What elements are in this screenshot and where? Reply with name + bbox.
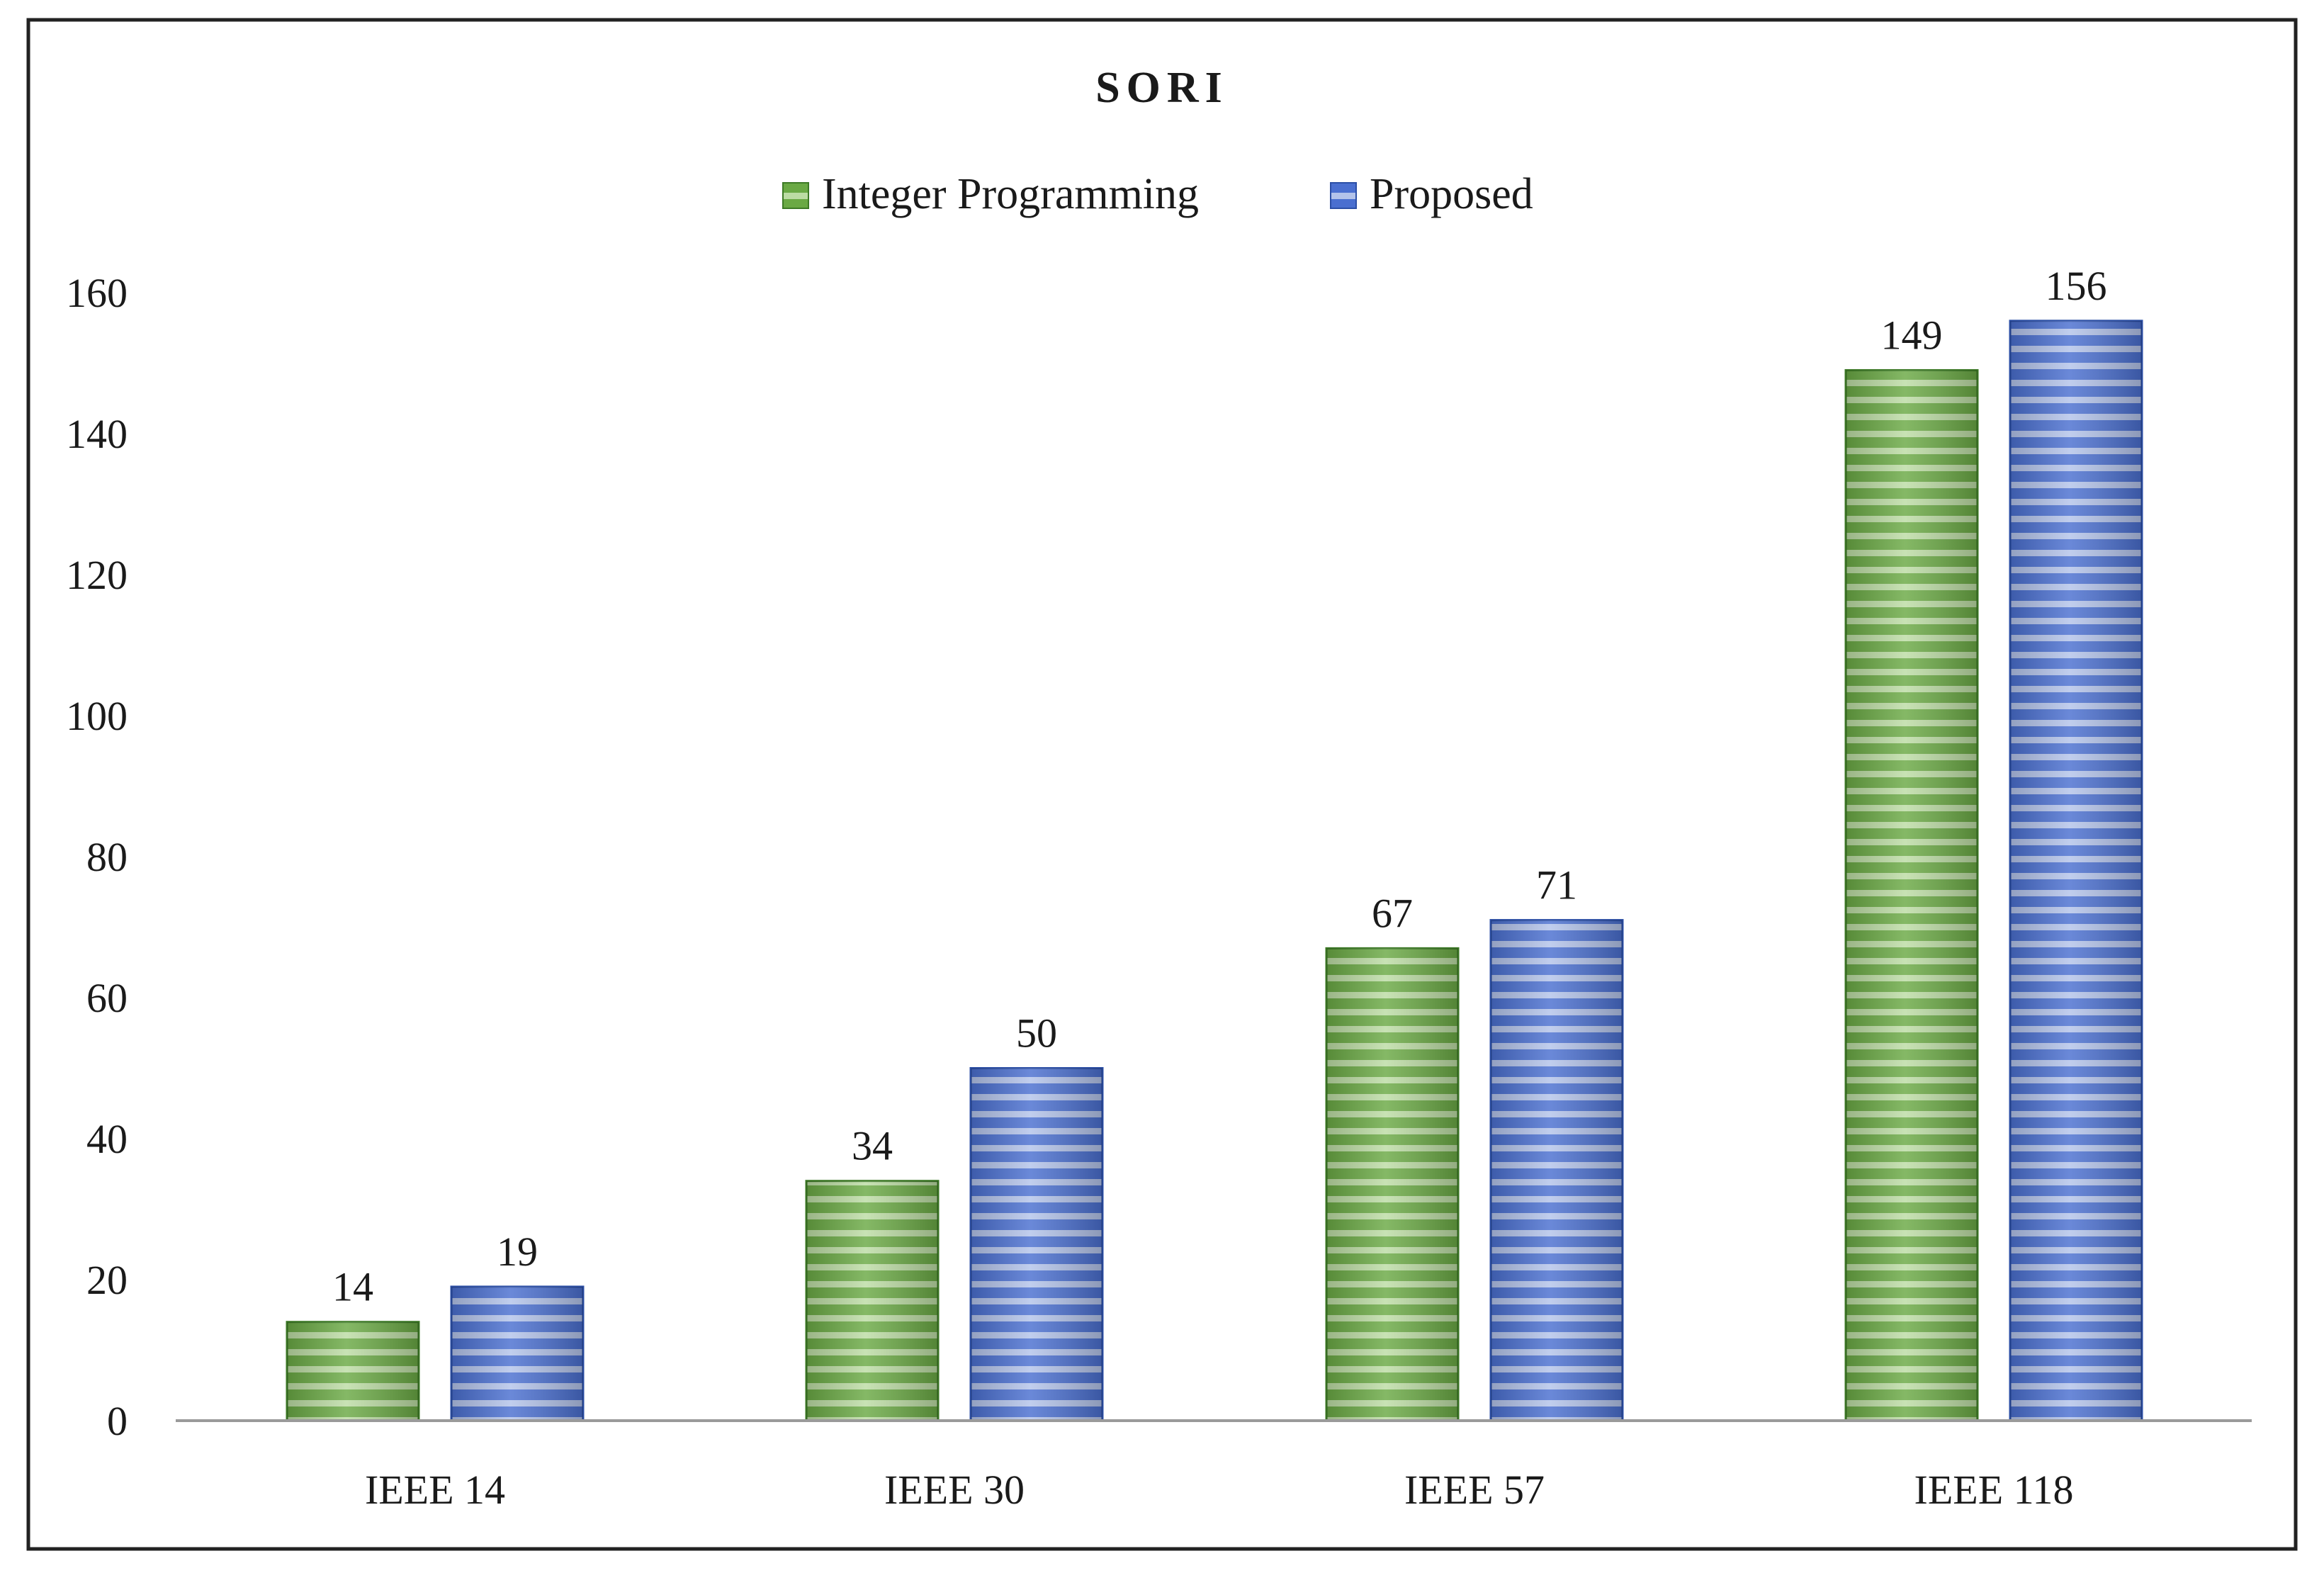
bar-integer-programming-ieee-14-shade xyxy=(287,1321,419,1421)
data-labels: 14 34 67 149 19 50 71 156 xyxy=(332,263,2107,1310)
bar-integer-programming-ieee-57-shade xyxy=(1326,948,1458,1421)
y-tick-label-20: 20 xyxy=(86,1257,128,1303)
data-label-integer-programming-ieee-30: 34 xyxy=(852,1123,893,1169)
bar-integer-programming-ieee-118-shade xyxy=(1846,370,1978,1421)
bar-proposed-ieee-14-group xyxy=(450,1285,585,1422)
y-axis-ticks: 0 20 40 60 80 100 120 140 160 xyxy=(66,270,128,1444)
bar-proposed-ieee-30-shade xyxy=(971,1068,1102,1421)
data-label-integer-programming-ieee-14: 14 xyxy=(332,1264,373,1310)
y-tick-label-40: 40 xyxy=(86,1116,128,1162)
bar-proposed-ieee-118-shade xyxy=(2010,320,2142,1421)
legend-item-integer-programming: Integer Programming xyxy=(782,170,1199,218)
x-axis-labels: IEEE 14 IEEE 30 IEEE 57 IEEE 118 xyxy=(365,1467,2074,1513)
legend-swatch-proposed xyxy=(1330,182,1357,209)
bar-proposed-ieee-118-group xyxy=(2009,320,2143,1422)
x-tick-label-ieee-57: IEEE 57 xyxy=(1404,1467,1545,1513)
y-tick-label-60: 60 xyxy=(86,975,128,1021)
chart-title: SORI xyxy=(1095,64,1229,112)
chart-border xyxy=(26,18,2298,1551)
bars xyxy=(286,320,2143,1422)
bar-proposed-ieee-57-group xyxy=(1489,919,1624,1422)
y-tick-label-0: 0 xyxy=(107,1398,128,1444)
x-tick-label-ieee-118: IEEE 118 xyxy=(1914,1467,2074,1513)
bar-integer-programming-ieee-14-group xyxy=(286,1321,420,1422)
bar-integer-programming-ieee-30-shade xyxy=(806,1180,938,1421)
bar-proposed-ieee-30-group xyxy=(969,1067,1104,1422)
bar-proposed-ieee-14-shade xyxy=(451,1286,583,1421)
data-label-integer-programming-ieee-57: 67 xyxy=(1372,890,1413,936)
legend-swatch-integer-programming xyxy=(782,182,809,209)
x-tick-label-ieee-14: IEEE 14 xyxy=(365,1467,505,1513)
legend: Integer Programming Proposed xyxy=(782,170,1533,218)
bar-integer-programming-ieee-118-group xyxy=(1844,368,1979,1422)
y-tick-label-80: 80 xyxy=(86,834,128,880)
data-label-proposed-ieee-57: 71 xyxy=(1536,862,1577,908)
y-tick-label-120: 120 xyxy=(66,552,128,598)
y-tick-label-140: 140 xyxy=(66,411,128,457)
x-tick-label-ieee-30: IEEE 30 xyxy=(884,1467,1025,1513)
data-label-proposed-ieee-118: 156 xyxy=(2046,263,2107,309)
bar-proposed-ieee-57-shade xyxy=(1491,920,1623,1421)
bar-integer-programming-ieee-57-group xyxy=(1325,947,1460,1422)
legend-label-integer-programming: Integer Programming xyxy=(822,170,1199,218)
data-label-proposed-ieee-14: 19 xyxy=(497,1229,538,1275)
y-tick-label-160: 160 xyxy=(66,270,128,316)
bar-integer-programming-ieee-30-group xyxy=(805,1180,940,1422)
legend-label-proposed: Proposed xyxy=(1370,170,1533,218)
legend-item-proposed: Proposed xyxy=(1330,170,1533,218)
data-label-integer-programming-ieee-118: 149 xyxy=(1881,312,1943,358)
y-tick-label-100: 100 xyxy=(66,693,128,739)
data-label-proposed-ieee-30: 50 xyxy=(1016,1010,1057,1056)
